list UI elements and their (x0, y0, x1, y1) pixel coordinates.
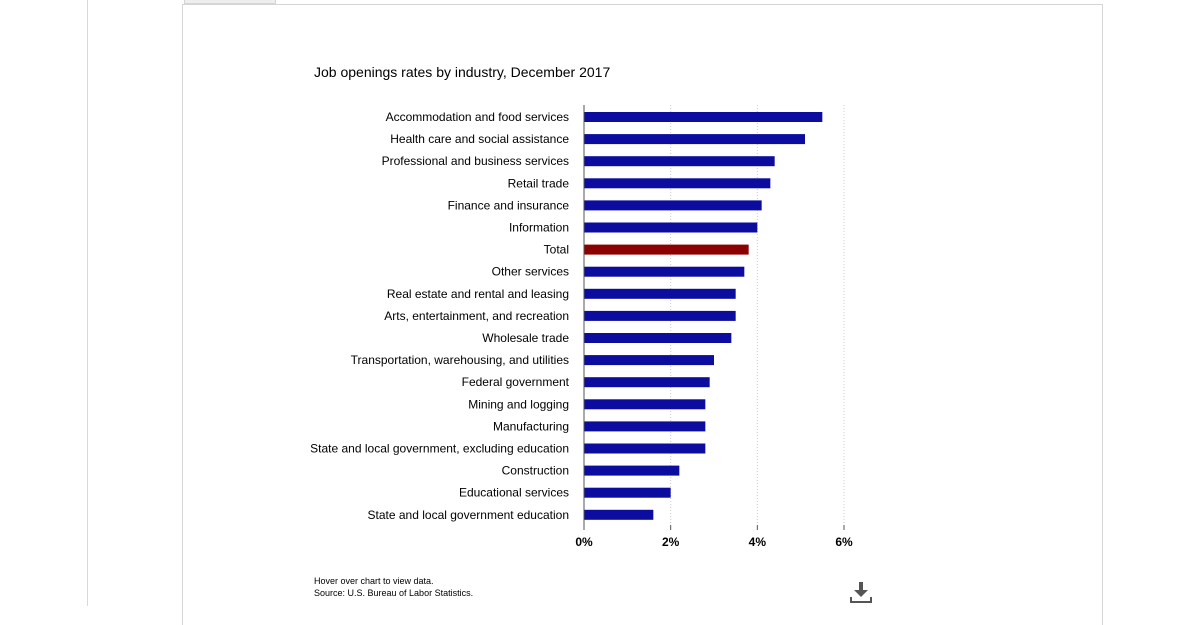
category-label: Real estate and rental and leasing (387, 287, 569, 301)
category-label: Federal government (462, 375, 570, 389)
bar[interactable] (584, 465, 680, 476)
bar[interactable] (584, 443, 706, 454)
category-label: Professional and business services (382, 154, 569, 168)
category-label: Information (509, 221, 569, 235)
category-label: Wholesale trade (482, 331, 569, 345)
category-label: Educational services (459, 486, 569, 500)
bar[interactable] (584, 509, 654, 520)
category-label: Health care and social assistance (390, 132, 569, 146)
bar[interactable] (584, 355, 714, 366)
tick-label: 0% (575, 535, 593, 549)
tick-label: 2% (662, 535, 680, 549)
download-button[interactable] (849, 580, 873, 604)
bar[interactable] (584, 156, 775, 167)
bar[interactable] (584, 487, 671, 498)
bar[interactable] (584, 310, 736, 321)
bar[interactable] (584, 112, 823, 122)
bar[interactable] (584, 134, 805, 145)
bar[interactable] (584, 222, 758, 233)
source-note: Source: U.S. Bureau of Labor Statistics. (314, 588, 474, 598)
bar[interactable] (584, 421, 706, 432)
bar[interactable] (584, 266, 745, 277)
bar[interactable] (584, 399, 706, 410)
category-label: Arts, entertainment, and recreation (384, 309, 569, 323)
bar[interactable] (584, 377, 710, 388)
bar[interactable] (584, 288, 736, 299)
category-label: Retail trade (508, 176, 570, 190)
bar[interactable] (584, 244, 749, 255)
tab-stub[interactable] (184, 0, 276, 4)
chart-footnotes: Hover over chart to view data. Source: U… (314, 575, 473, 599)
category-label: Transportation, warehousing, and utiliti… (351, 353, 569, 367)
bar[interactable] (584, 200, 762, 211)
category-label: Accommodation and food services (386, 110, 569, 124)
bar-chart[interactable]: Accommodation and food services Health ca… (300, 100, 860, 555)
download-icon (850, 582, 872, 603)
tick-label: 4% (749, 535, 767, 549)
category-label: State and local government, excluding ed… (310, 442, 569, 456)
category-label: Other services (492, 265, 569, 279)
tick-label: 6% (835, 535, 853, 549)
category-label: Finance and insurance (448, 198, 570, 212)
chart-title: Job openings rates by industry, December… (314, 64, 611, 80)
hover-note: Hover over chart to view data. (314, 576, 434, 586)
category-label: State and local government education (368, 508, 569, 522)
category-label: Total (544, 243, 569, 257)
category-label: Construction (502, 464, 569, 478)
category-label: Manufacturing (493, 419, 569, 433)
bar[interactable] (584, 333, 732, 343)
page-left-border (87, 0, 88, 606)
category-label: Mining and logging (468, 397, 569, 411)
bar[interactable] (584, 178, 771, 189)
